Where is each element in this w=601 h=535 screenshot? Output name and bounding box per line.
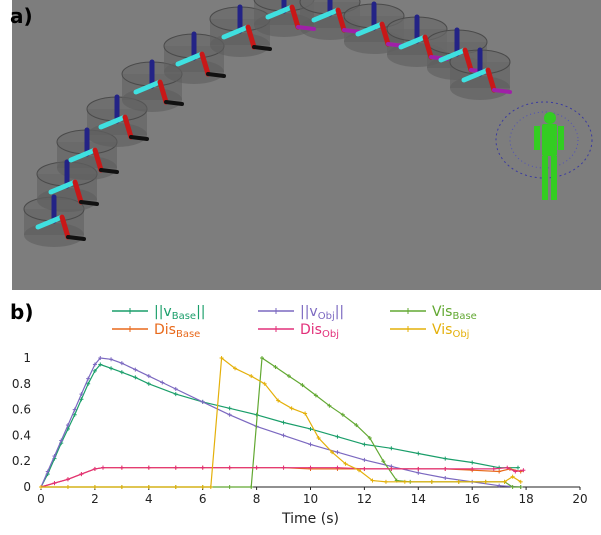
legend-label: DisObj (300, 322, 339, 340)
human-right-arm (558, 126, 564, 150)
robot-links (35, 0, 512, 241)
series-4 (39, 465, 526, 489)
series-5 (39, 356, 523, 489)
human-head (544, 112, 556, 124)
panel-b-label: b) (10, 300, 34, 324)
x-axis-label: Time (s) (281, 511, 339, 527)
x-tick-label: 18 (518, 492, 533, 506)
robot-arm-pose (265, 0, 316, 31)
legend-entry: DisObj (258, 322, 339, 340)
human-figure (534, 112, 564, 200)
scene-illustration (12, 0, 601, 290)
legend-entry: VisObj (390, 322, 469, 340)
robot-arm-pose (98, 94, 149, 141)
x-tick-label: 0 (37, 492, 45, 506)
y-tick-label: 0.2 (12, 454, 31, 468)
legend-entry: DisBase (112, 322, 200, 340)
robot-arm-pose (221, 4, 272, 51)
legend-entry: VisBase (390, 304, 477, 322)
legend-label: DisBase (154, 322, 200, 340)
robot-arm-pose (133, 59, 184, 106)
legend-entry: ||vBase|| (112, 304, 206, 322)
x-tick-label: 12 (357, 492, 372, 506)
legend-label: ||vObj|| (300, 304, 344, 322)
x-tick-label: 14 (411, 492, 426, 506)
y-tick-label: 0.6 (12, 403, 31, 417)
series-line (40, 363, 518, 488)
y-tick-label: 1 (23, 351, 31, 365)
x-tick-label: 20 (572, 492, 587, 506)
x-tick-label: 16 (465, 492, 480, 506)
y-tick-label: 0.8 (12, 377, 31, 391)
x-tick-label: 10 (303, 492, 318, 506)
legend-label: VisBase (432, 304, 477, 322)
legend-entry: ||vObj|| (258, 304, 344, 322)
line-chart: 0 2 4 6 8 10 12 14 16 18 20 0 0.2 0.4 0.6 0.8 1 Time (s) |… (12, 304, 588, 527)
series-line (40, 467, 524, 488)
robot-arm-pose (68, 127, 119, 174)
x-tick-label: 6 (199, 492, 207, 506)
y-tick-label: 0.4 (12, 428, 31, 442)
series-line (40, 467, 521, 488)
sensor-sphere-outline (495, 101, 593, 179)
robot-arm-pose (35, 194, 86, 241)
robot-arm-pose (461, 47, 512, 94)
legend-label: ||vBase|| (154, 304, 206, 322)
robot-arm-pose (48, 159, 99, 206)
robot-arm-pose (175, 31, 226, 78)
human-torso (542, 124, 557, 156)
y-tick-label: 0 (23, 480, 31, 494)
x-tick-label: 2 (91, 492, 99, 506)
x-tick-label: 8 (253, 492, 261, 506)
panel-a-label: a) (10, 4, 33, 28)
legend-label: VisObj (432, 322, 469, 340)
human-right-leg (551, 156, 557, 200)
series-line (41, 356, 522, 488)
x-tick-label: 4 (145, 492, 153, 506)
robot-arm-pose (398, 14, 449, 61)
human-left-leg (542, 156, 548, 200)
series-0 (39, 362, 521, 489)
human-left-arm (534, 126, 540, 150)
